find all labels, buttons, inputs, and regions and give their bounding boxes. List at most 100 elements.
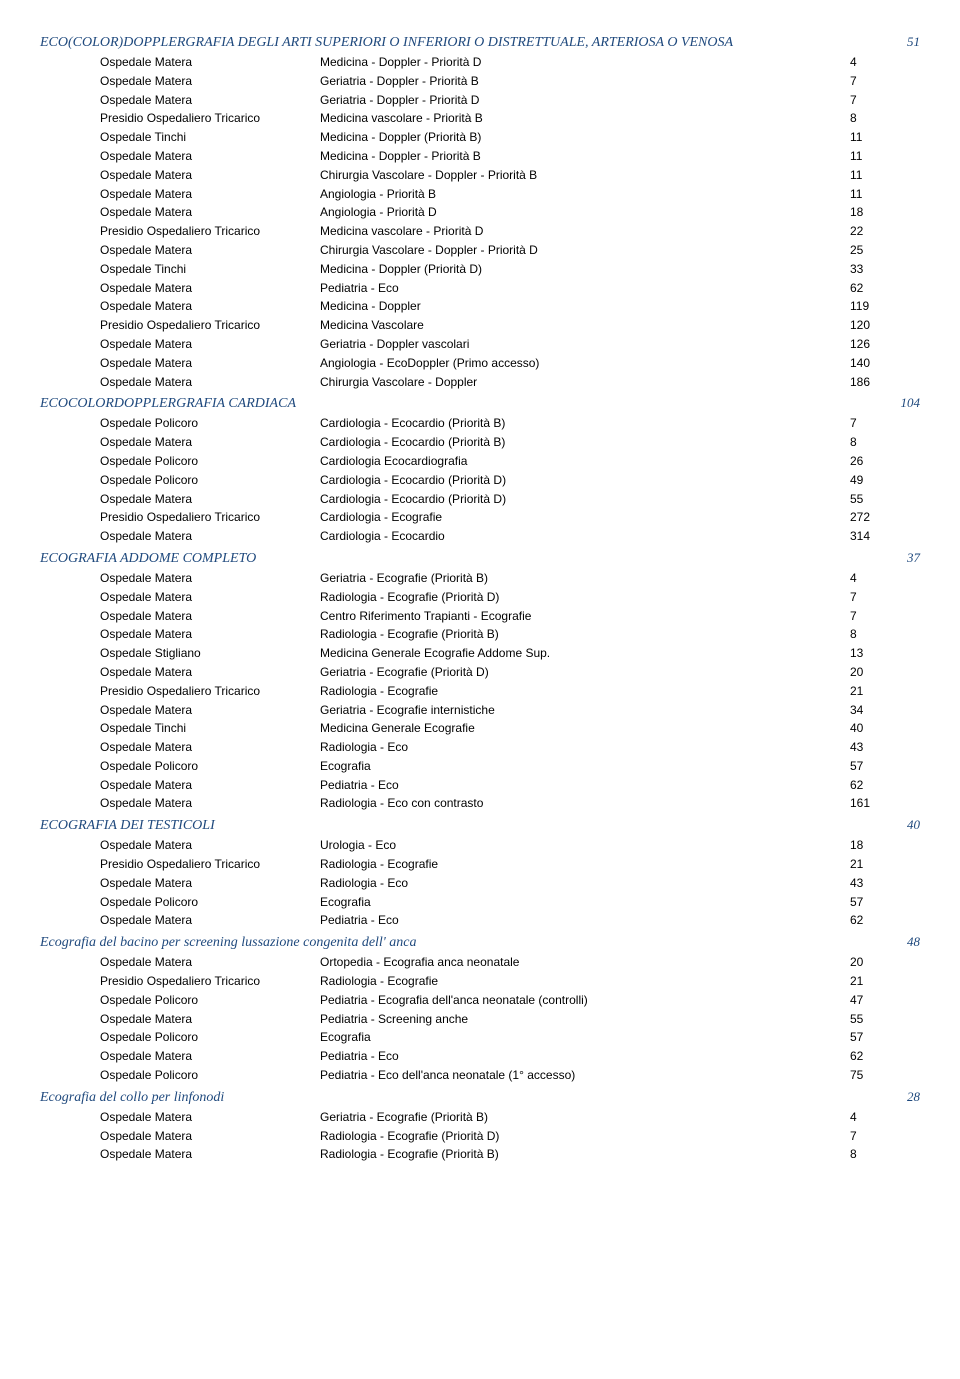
location-cell: Ospedale Matera — [40, 912, 320, 929]
location-cell: Ospedale Matera — [40, 54, 320, 71]
table-row: Ospedale MateraChirurgia Vascolare - Dop… — [40, 241, 920, 260]
description-cell: Medicina vascolare - Priorità D — [320, 223, 850, 240]
description-cell: Geriatria - Ecografie internistiche — [320, 702, 850, 719]
value-cell: 161 — [850, 795, 920, 812]
location-cell: Ospedale Tinchi — [40, 261, 320, 278]
table-row: Ospedale MateraMedicina - Doppler - Prio… — [40, 53, 920, 72]
table-row: Ospedale MateraAngiologia - Priorità B11 — [40, 185, 920, 204]
value-cell: 62 — [850, 777, 920, 794]
location-cell: Ospedale Policoro — [40, 472, 320, 489]
value-cell: 272 — [850, 509, 920, 526]
table-row: Presidio Ospedaliero TricaricoCardiologi… — [40, 508, 920, 527]
value-cell: 55 — [850, 1011, 920, 1028]
section-title-text: Ecografia del bacino per screening lussa… — [40, 935, 887, 951]
value-cell: 21 — [850, 856, 920, 873]
value-cell: 57 — [850, 894, 920, 911]
value-cell: 18 — [850, 204, 920, 221]
location-cell: Ospedale Matera — [40, 336, 320, 353]
value-cell: 186 — [850, 374, 920, 391]
description-cell: Pediatria - Screening anche — [320, 1011, 850, 1028]
value-cell: 62 — [850, 912, 920, 929]
description-cell: Pediatria - Eco — [320, 280, 850, 297]
value-cell: 20 — [850, 954, 920, 971]
value-cell: 34 — [850, 702, 920, 719]
description-cell: Angiologia - EcoDoppler (Primo accesso) — [320, 355, 850, 372]
description-cell: Radiologia - Eco — [320, 739, 850, 756]
location-cell: Ospedale Matera — [40, 608, 320, 625]
value-cell: 7 — [850, 589, 920, 606]
location-cell: Ospedale Matera — [40, 186, 320, 203]
table-row: Ospedale MateraPediatria - Eco62 — [40, 911, 920, 930]
table-row: Ospedale MateraCardiologia - Ecocardio31… — [40, 527, 920, 546]
description-cell: Medicina Generale Ecografie Addome Sup. — [320, 645, 850, 662]
description-cell: Cardiologia - Ecocardio — [320, 528, 850, 545]
table-row: Ospedale MateraRadiologia - Ecografie (P… — [40, 588, 920, 607]
value-cell: 57 — [850, 1029, 920, 1046]
location-cell: Ospedale Matera — [40, 92, 320, 109]
table-row: Presidio Ospedaliero TricaricoMedicina V… — [40, 316, 920, 335]
table-row: Ospedale MateraMedicina - Doppler119 — [40, 297, 920, 316]
description-cell: Chirurgia Vascolare - Doppler - Priorità… — [320, 167, 850, 184]
description-cell: Chirurgia Vascolare - Doppler - Priorità… — [320, 242, 850, 259]
location-cell: Ospedale Matera — [40, 298, 320, 315]
table-row: Presidio Ospedaliero TricaricoRadiologia… — [40, 972, 920, 991]
description-cell: Urologia - Eco — [320, 837, 850, 854]
table-row: Ospedale MateraCardiologia - Ecocardio (… — [40, 433, 920, 452]
value-cell: 75 — [850, 1067, 920, 1084]
table-row: Ospedale PolicoroEcografia57 — [40, 757, 920, 776]
value-cell: 62 — [850, 1048, 920, 1065]
table-row: Ospedale MateraGeriatria - Ecografie (Pr… — [40, 663, 920, 682]
description-cell: Angiologia - Priorità D — [320, 204, 850, 221]
table-row: Ospedale TinchiMedicina - Doppler (Prior… — [40, 128, 920, 147]
table-row: Ospedale PolicoroEcografia57 — [40, 1028, 920, 1047]
table-row: Ospedale MateraGeriatria - Ecografie (Pr… — [40, 1108, 920, 1127]
value-cell: 22 — [850, 223, 920, 240]
value-cell: 43 — [850, 875, 920, 892]
value-cell: 57 — [850, 758, 920, 775]
location-cell: Presidio Ospedaliero Tricarico — [40, 110, 320, 127]
value-cell: 11 — [850, 148, 920, 165]
location-cell: Ospedale Matera — [40, 148, 320, 165]
table-row: Ospedale StiglianoMedicina Generale Ecog… — [40, 644, 920, 663]
description-cell: Ecografia — [320, 1029, 850, 1046]
table-row: Ospedale MateraAngiologia - Priorità D18 — [40, 203, 920, 222]
description-cell: Radiologia - Ecografie — [320, 856, 850, 873]
location-cell: Ospedale Matera — [40, 1011, 320, 1028]
location-cell: Ospedale Matera — [40, 1109, 320, 1126]
section-title-number: 48 — [907, 934, 920, 950]
table-row: Ospedale MateraOrtopedia - Ecografia anc… — [40, 953, 920, 972]
value-cell: 4 — [850, 1109, 920, 1126]
description-cell: Radiologia - Ecografie (Priorità D) — [320, 1128, 850, 1145]
table-row: Ospedale MateraRadiologia - Ecografie (P… — [40, 625, 920, 644]
description-cell: Medicina vascolare - Priorità B — [320, 110, 850, 127]
value-cell: 13 — [850, 645, 920, 662]
description-cell: Radiologia - Eco — [320, 875, 850, 892]
table-row: Ospedale MateraGeriatria - Doppler - Pri… — [40, 91, 920, 110]
value-cell: 33 — [850, 261, 920, 278]
sections-container: ECO(COLOR)DOPPLERGRAFIA DEGLI ARTI SUPER… — [40, 34, 920, 1164]
section-title-number: 51 — [907, 34, 920, 50]
location-cell: Ospedale Policoro — [40, 992, 320, 1009]
location-cell: Ospedale Matera — [40, 204, 320, 221]
location-cell: Ospedale Policoro — [40, 1067, 320, 1084]
description-cell: Cardiologia - Ecocardio (Priorità D) — [320, 472, 850, 489]
section-title-text: Ecografia del collo per linfonodi — [40, 1090, 887, 1106]
table-row: Ospedale MateraRadiologia - Eco43 — [40, 738, 920, 757]
table-row: Ospedale MateraPediatria - Screening anc… — [40, 1010, 920, 1029]
location-cell: Ospedale Matera — [40, 795, 320, 812]
location-cell: Presidio Ospedaliero Tricarico — [40, 856, 320, 873]
description-cell: Radiologia - Ecografie (Priorità D) — [320, 589, 850, 606]
location-cell: Ospedale Matera — [40, 1128, 320, 1145]
table-row: Ospedale PolicoroCardiologia - Ecocardio… — [40, 414, 920, 433]
value-cell: 43 — [850, 739, 920, 756]
table-row: Ospedale PolicoroPediatria - Ecografia d… — [40, 991, 920, 1010]
section-title: Ecografia del collo per linfonodi28 — [40, 1089, 920, 1106]
value-cell: 126 — [850, 336, 920, 353]
table-row: Ospedale PolicoroPediatria - Eco dell'an… — [40, 1066, 920, 1085]
section-title: ECOCOLORDOPPLERGRAFIA CARDIACA104 — [40, 395, 920, 412]
section-title-text: ECOGRAFIA ADDOME COMPLETO — [40, 551, 887, 567]
table-row: Ospedale PolicoroCardiologia - Ecocardio… — [40, 471, 920, 490]
value-cell: 55 — [850, 491, 920, 508]
table-row: Ospedale PolicoroEcografia57 — [40, 893, 920, 912]
value-cell: 120 — [850, 317, 920, 334]
